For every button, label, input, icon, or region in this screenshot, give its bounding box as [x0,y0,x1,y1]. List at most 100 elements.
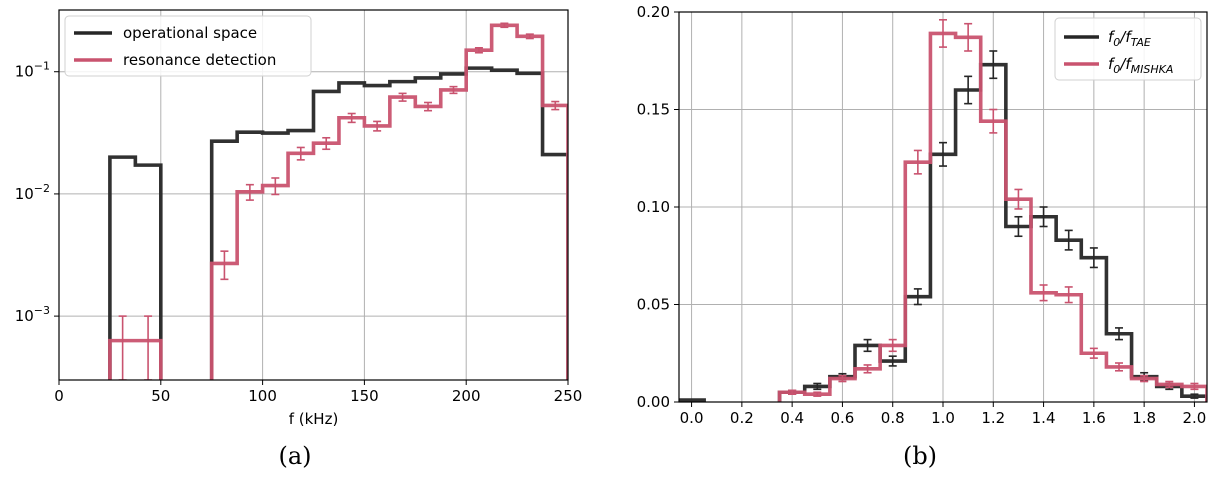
chart-b: 0.0 0.2 0.4 0.6 0.8 1.0 1.2 1.4 1.6 1.8 2.0 0.00 0.0… [637,3,1208,470]
y-tick-label: 10−3 [15,304,50,325]
error-bar [551,100,560,111]
error-bar [1165,380,1174,389]
x-tick-label: 2.0 [1182,409,1206,427]
x-tick-label: 200 [452,387,481,405]
error-bar [525,33,534,40]
error-bar [964,75,973,105]
series-step-1 [679,31,1207,402]
y-tick-label: 0.20 [637,3,670,21]
error-bar [1089,347,1098,359]
y-tick-exponent: −2 [34,182,50,195]
series-step-1 [59,23,568,380]
y-tick-base: 10 [15,185,34,203]
x-tick-label: 50 [151,387,170,405]
legend-label-part: TAE [1131,36,1151,49]
error-bar [322,136,331,151]
plot-frame [58,9,569,381]
y-tick-base: 10 [15,63,34,81]
y-tick-label: 10−1 [15,60,50,81]
error-bar [296,146,305,161]
error-bar [1014,188,1023,210]
x-tick-label: 1.0 [931,409,955,427]
error-bar [373,120,382,132]
y-tick-base: 10 [15,307,34,325]
x-tick-label: 150 [350,387,379,405]
y-tick-exponent: −3 [34,304,50,317]
error-bar [888,355,897,367]
x-axis-label: f (kHz) [289,410,339,428]
x-tick-label: 0.8 [881,409,905,427]
error-bar [888,338,897,353]
error-bar [144,315,153,380]
series-step-0 [59,66,568,380]
error-bar [1089,247,1098,269]
legend-label-part: f [1108,28,1116,46]
error-bar [913,288,922,306]
x-tick-label: 1.4 [1032,409,1056,427]
error-bar [1190,382,1199,391]
error-bar [913,149,922,175]
error-bar [813,391,822,397]
x-tick-label: 0.2 [730,409,754,427]
y-tick-label: 0.00 [637,393,670,411]
x-tick-label: 1.6 [1082,409,1106,427]
error-bar [118,315,127,380]
error-bar [1190,393,1199,399]
y-tick-label: 0.10 [637,198,670,216]
panel-label: (a) [278,442,311,470]
error-bar [271,177,280,196]
y-tick-exponent: −1 [34,60,50,73]
x-tick-label: 100 [248,387,277,405]
error-bar [474,46,483,54]
error-bar [1064,229,1073,251]
x-tick-label: 0 [54,387,64,405]
legend-label-part: / [1118,55,1127,73]
error-bar [939,141,947,167]
error-bar [220,250,229,281]
y-tick-label: 10−2 [15,182,50,203]
error-bar [347,112,356,124]
x-tick-label: 0.4 [780,409,804,427]
error-bar [939,18,947,48]
error-bar [449,85,458,95]
error-bar [964,22,973,52]
error-bar [1140,374,1149,383]
legend-label-part: f [1108,55,1116,73]
legend-label-0: operational space [123,24,257,42]
error-bar [863,364,872,374]
error-bar [500,22,509,29]
legend-label-0: f0/fTAE [1108,28,1151,49]
error-bar [424,101,433,112]
error-bar [1064,286,1073,304]
error-bar [1039,206,1048,228]
legend-box [64,15,312,77]
error-bar [1039,284,1048,302]
x-tick-label: 0.6 [830,409,854,427]
legend-label-part: f [1125,28,1133,46]
x-tick-label: 1.2 [981,409,1005,427]
y-tick-label: 0.05 [637,296,670,314]
x-tick-label: 0.0 [680,409,704,427]
error-bar [989,50,998,80]
y-tick-label: 0.15 [637,101,670,119]
legend-label-part: 0 [1113,36,1120,49]
error-bar [1115,362,1123,372]
error-bar [245,183,254,201]
error-bar [398,92,407,102]
legend-label-1: f0/fMISHKA [1108,55,1173,76]
legend-label-part: 0 [1113,63,1120,76]
legend-label-1: resonance detection [123,51,276,69]
x-tick-label: 1.8 [1132,409,1156,427]
error-bar [838,374,847,383]
error-bar [1014,215,1023,238]
legend-label-part: f [1125,55,1133,73]
error-bar [813,382,822,391]
error-bar [1115,327,1123,341]
panel-label: (b) [903,442,937,470]
error-bar [989,108,998,134]
error-bar [863,338,872,353]
legend-label-part: / [1118,28,1127,46]
